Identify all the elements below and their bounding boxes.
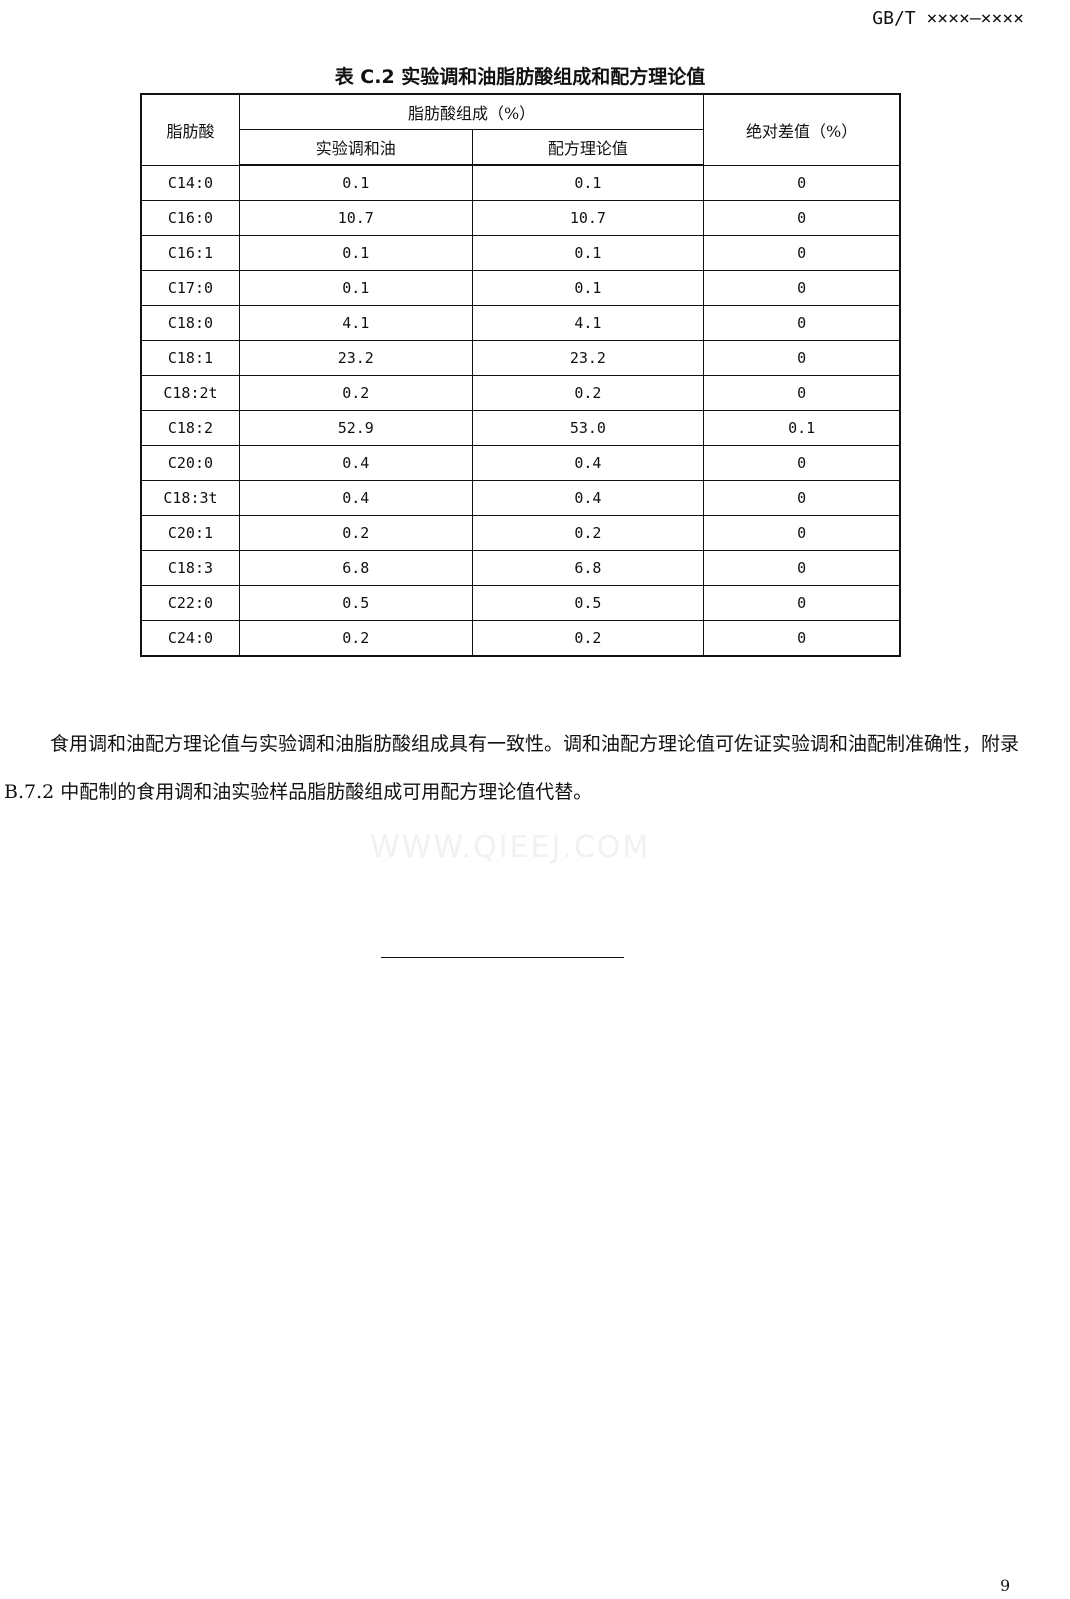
table-row: C14:0 0.1 0.1 0 (140, 164, 901, 201)
fatty-acid-cell: C20:0 (140, 445, 240, 481)
table-row: C18:2 52.9 53.0 0.1 (140, 410, 901, 446)
table-title: 表 C.2 实验调和油脂肪酸组成和配方理论值 (334, 66, 706, 88)
experimental-cell: 23.2 (238, 340, 473, 376)
experimental-cell: 6.8 (238, 550, 473, 586)
abs-diff-cell: 0 (703, 620, 901, 657)
table-row: C18:2t 0.2 0.2 0 (140, 375, 901, 411)
fatty-acid-cell: C18:0 (140, 305, 240, 341)
table-row: C20:0 0.4 0.4 0 (140, 445, 901, 481)
theoretical-cell: 0.5 (471, 585, 705, 621)
abs-diff-cell: 0 (703, 445, 901, 481)
abs-diff-cell: 0 (703, 515, 901, 551)
theoretical-cell: 10.7 (471, 200, 705, 236)
theoretical-cell: 53.0 (471, 410, 705, 446)
theoretical-cell: 6.8 (471, 550, 705, 586)
end-rule (381, 957, 624, 958)
header-composition: 脂肪酸组成（%） (238, 93, 705, 130)
watermark: WWW.QIEEJ.COM (370, 830, 651, 865)
experimental-cell: 52.9 (238, 410, 473, 446)
experimental-cell: 0.2 (238, 515, 473, 551)
abs-diff-cell: 0 (703, 480, 901, 516)
experimental-cell: 0.2 (238, 375, 473, 411)
theoretical-cell: 0.2 (471, 375, 705, 411)
header-fatty-acid: 脂肪酸 (140, 93, 240, 166)
experimental-cell: 0.4 (238, 445, 473, 481)
table-row: C16:0 10.7 10.7 0 (140, 200, 901, 236)
theoretical-cell: 0.2 (471, 620, 705, 657)
table-row: C17:0 0.1 0.1 0 (140, 270, 901, 306)
table-row: C18:3 6.8 6.8 0 (140, 550, 901, 586)
fatty-acid-cell: C18:3t (140, 480, 240, 516)
table-row: C24:0 0.2 0.2 0 (140, 620, 901, 657)
table-row: C22:0 0.5 0.5 0 (140, 585, 901, 621)
theoretical-cell: 4.1 (471, 305, 705, 341)
experimental-cell: 0.4 (238, 480, 473, 516)
paragraph-text: 食用调和油配方理论值与实验调和油脂肪酸组成具有一致性。调和油配方理论值可佐证实验… (4, 733, 1020, 803)
fatty-acid-cell: C14:0 (140, 164, 240, 201)
table-row: C18:3t 0.4 0.4 0 (140, 480, 901, 516)
theoretical-cell: 0.4 (471, 480, 705, 516)
experimental-cell: 10.7 (238, 200, 473, 236)
abs-diff-cell: 0 (703, 200, 901, 236)
header-theoretical: 配方理论值 (471, 129, 705, 166)
fatty-acid-cell: C20:1 (140, 515, 240, 551)
body-paragraph: 食用调和油配方理论值与实验调和油脂肪酸组成具有一致性。调和油配方理论值可佐证实验… (4, 720, 1034, 816)
experimental-cell: 0.2 (238, 620, 473, 657)
abs-diff-cell: 0 (703, 270, 901, 306)
table-row: C16:1 0.1 0.1 0 (140, 235, 901, 271)
fatty-acid-cell: C16:1 (140, 235, 240, 271)
table-row: C18:0 4.1 4.1 0 (140, 305, 901, 341)
table-row: C20:1 0.2 0.2 0 (140, 515, 901, 551)
experimental-cell: 0.5 (238, 585, 473, 621)
theoretical-cell: 0.1 (471, 270, 705, 306)
page-number: 9 (1000, 1576, 1011, 1595)
header-abs-diff: 绝对差值（%） (703, 93, 901, 166)
fatty-acid-table: 脂肪酸 脂肪酸组成（%） 绝对差值（%） 实验调和油 配方理论值 C14:0 0.… (140, 93, 901, 657)
theoretical-cell: 23.2 (471, 340, 705, 376)
fatty-acid-cell: C18:2t (140, 375, 240, 411)
abs-diff-cell: 0.1 (703, 410, 901, 446)
fatty-acid-cell: C16:0 (140, 200, 240, 236)
fatty-acid-cell: C18:3 (140, 550, 240, 586)
fatty-acid-cell: C18:1 (140, 340, 240, 376)
fatty-acid-cell: C17:0 (140, 270, 240, 306)
fatty-acid-cell: C22:0 (140, 585, 240, 621)
theoretical-cell: 0.2 (471, 515, 705, 551)
abs-diff-cell: 0 (703, 585, 901, 621)
abs-diff-cell: 0 (703, 375, 901, 411)
abs-diff-cell: 0 (703, 305, 901, 341)
abs-diff-cell: 0 (703, 164, 901, 201)
abs-diff-cell: 0 (703, 340, 901, 376)
table-row: C18:1 23.2 23.2 0 (140, 340, 901, 376)
header-experimental: 实验调和油 (238, 129, 473, 166)
abs-diff-cell: 0 (703, 235, 901, 271)
experimental-cell: 4.1 (238, 305, 473, 341)
standard-code-header: GB/T ××××—×××× (872, 8, 1024, 29)
fatty-acid-cell: C18:2 (140, 410, 240, 446)
fatty-acid-cell: C24:0 (140, 620, 240, 657)
experimental-cell: 0.1 (238, 270, 473, 306)
theoretical-cell: 0.1 (471, 164, 705, 201)
experimental-cell: 0.1 (238, 235, 473, 271)
experimental-cell: 0.1 (238, 164, 473, 201)
theoretical-cell: 0.4 (471, 445, 705, 481)
theoretical-cell: 0.1 (471, 235, 705, 271)
abs-diff-cell: 0 (703, 550, 901, 586)
